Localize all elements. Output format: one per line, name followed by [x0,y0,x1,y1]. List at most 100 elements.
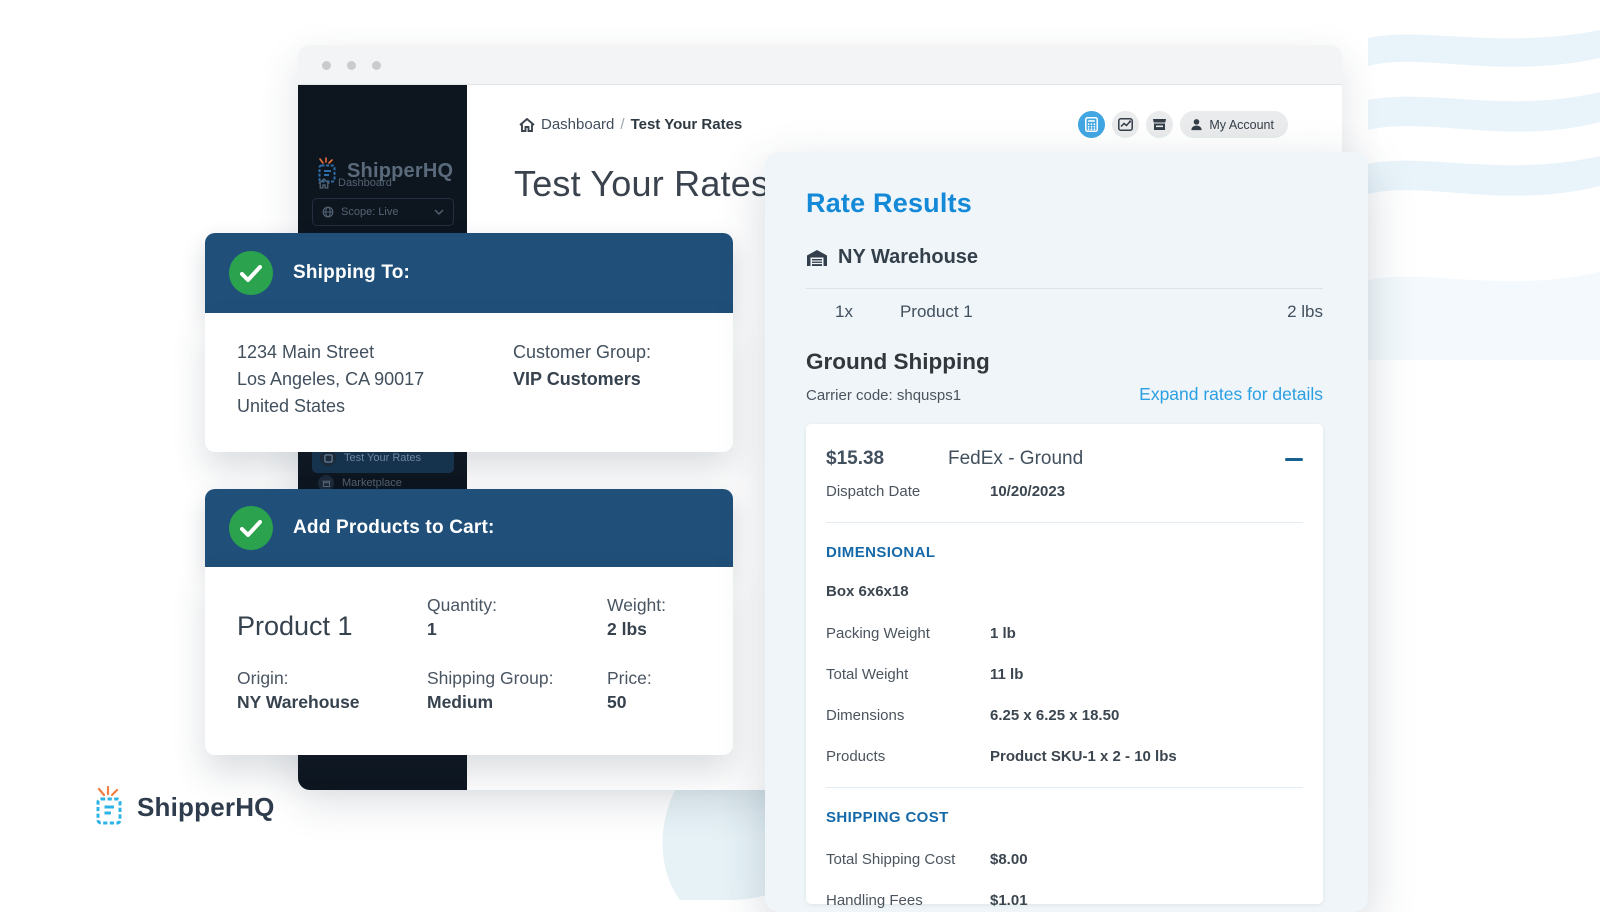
sidebar-item-label: Dashboard [338,177,392,189]
rate-price: $15.38 [826,448,885,469]
my-account-label: My Account [1209,117,1274,132]
shipping-to-card-body: 1234 Main Street Los Angeles, CA 90017 U… [205,313,733,452]
window-control-dot [322,61,331,70]
browser-titlebar [298,45,1342,85]
breadcrumb: Dashboard / Test Your Rates [519,116,742,133]
detail-value: 1 lb [990,625,1016,642]
marketplace-button[interactable] [1146,111,1174,138]
detail-row: Handling Fees $1.01 [826,892,1303,909]
sidebar-item-label: Marketplace [342,477,402,489]
home-icon [519,117,535,132]
chevron-down-icon [434,209,444,215]
sidebar-logo[interactable]: ShipperHQ [316,157,453,185]
price-field: Price: 50 [607,668,652,712]
marketplace-icon [318,475,334,491]
cart-line-item: 1x Product 1 2 lbs [806,302,1323,322]
line-item-name: Product 1 [899,302,973,321]
detail-row: Total Shipping Cost $8.00 [826,851,1303,868]
detail-label: Total Shipping Cost [826,851,956,868]
calculator-button[interactable] [1078,111,1106,138]
shipperhq-logo-icon [96,786,122,825]
origin-field: Origin: NY Warehouse [237,668,360,712]
quantity-field: Quantity: 1 [427,595,498,639]
detail-label: Total Weight [826,666,909,683]
divider [826,787,1303,788]
dispatch-row: Dispatch Date 10/20/2023 [826,483,1303,500]
warehouse-icon [807,249,827,266]
carrier-code: Carrier code: shqusps1 [806,387,962,404]
calculator-icon [1085,117,1099,132]
chart-icon [1118,118,1134,131]
dimensional-heading: DIMENSIONAL [826,544,936,561]
detail-row: Packing Weight 1 lb [826,625,1303,642]
sidebar-scope-dropdown[interactable]: Scope: Live [312,198,454,226]
shipping-address: 1234 Main Street Los Angeles, CA 90017 U… [237,339,424,452]
add-products-card-body: Product 1 Quantity: 1 Weight: 2 lbs Orig… [205,567,733,755]
detail-row: Products Product SKU-1 x 2 - 10 lbs [826,748,1303,765]
background-waves [1368,30,1600,360]
globe-icon [322,206,334,218]
sidebar-item-label: Test Your Rates [344,452,422,464]
product-name: Product 1 [237,611,353,641]
detail-row: Dimensions 6.25 x 6.25 x 18.50 [826,707,1303,724]
sidebar-logo-text: ShipperHQ [347,159,454,182]
expand-rates-link[interactable]: Expand rates for details [1139,384,1323,404]
brand-logo-text: ShipperHQ [137,791,275,822]
my-account-button[interactable]: My Account [1180,111,1288,138]
customer-group: Customer Group: VIP Customers [513,339,703,452]
carrier-row: Carrier code: shqusps1 Expand rates for … [806,384,1323,405]
check-icon [229,251,273,295]
shipping-group-field: Shipping Group: Medium [427,668,554,712]
breadcrumb-current: Test Your Rates [630,116,743,133]
scope-label: Scope: Live [341,206,399,218]
rate-results-panel: Rate Results NY Warehouse 1x Product 1 2… [765,152,1368,912]
shipping-cost-heading: SHIPPING COST [826,809,949,826]
sidebar-item-marketplace[interactable]: Marketplace [318,475,402,491]
detail-value: 11 lb [990,666,1024,683]
breadcrumb-dashboard-link[interactable]: Dashboard [541,116,615,133]
detail-value: $8.00 [990,851,1028,868]
detail-value: $1.01 [990,892,1028,909]
divider [806,288,1323,289]
rates-icon [320,450,336,466]
sidebar-item-dashboard[interactable]: Dashboard [318,177,392,189]
shipping-method-name: Ground Shipping [806,349,990,374]
analytics-button[interactable] [1112,111,1140,138]
shipping-to-card-title: Shipping To: [293,262,411,283]
weight-field: Weight: 2 lbs [607,595,667,639]
address-line: Los Angeles, CA 90017 [237,369,425,389]
detail-label: Packing Weight [826,625,930,642]
detail-value: Product SKU-1 x 2 - 10 lbs [990,748,1177,765]
shipping-to-card-header: Shipping To: [205,233,733,313]
window-control-dot [372,61,381,70]
detail-label: Dimensions [826,707,905,724]
dispatch-value: 10/20/2023 [990,483,1066,500]
breadcrumb-separator: / [620,116,625,133]
topbar-actions: My Account [1078,111,1288,138]
store-icon [1153,119,1167,130]
box-name: Box 6x6x18 [826,583,909,600]
warehouse-heading: NY Warehouse [806,246,1323,269]
address-line: 1234 Main Street [237,342,375,362]
detail-label: Products [826,748,886,765]
customer-group-value: VIP Customers [513,369,641,389]
detail-value: 6.25 x 6.25 x 18.50 [990,707,1120,724]
page-title: Test Your Rates [514,163,770,204]
line-item-qty: 1x [835,302,853,321]
dispatch-label: Dispatch Date [826,483,921,500]
add-products-card-header: Add Products to Cart: [205,489,733,567]
collapse-minus-icon[interactable] [1285,457,1303,461]
detail-label: Handling Fees [826,892,923,909]
rate-summary-row: $15.38 FedEx - Ground [826,448,1303,470]
warehouse-name: NY Warehouse [838,246,979,268]
address-line: United States [237,396,346,416]
rate-results-title: Rate Results [806,188,972,218]
shipping-to-card: Shipping To: 1234 Main Street Los Angele… [205,233,733,452]
window-control-dot [347,61,356,70]
check-icon [229,506,273,550]
line-item-weight: 2 lbs [1287,302,1323,321]
shipperhq-brand-logo: ShipperHQ [94,786,275,828]
home-icon [318,177,330,189]
rate-detail-card: $15.38 FedEx - Ground Dispatch Date 10/2… [806,424,1323,909]
user-icon [1191,119,1202,131]
